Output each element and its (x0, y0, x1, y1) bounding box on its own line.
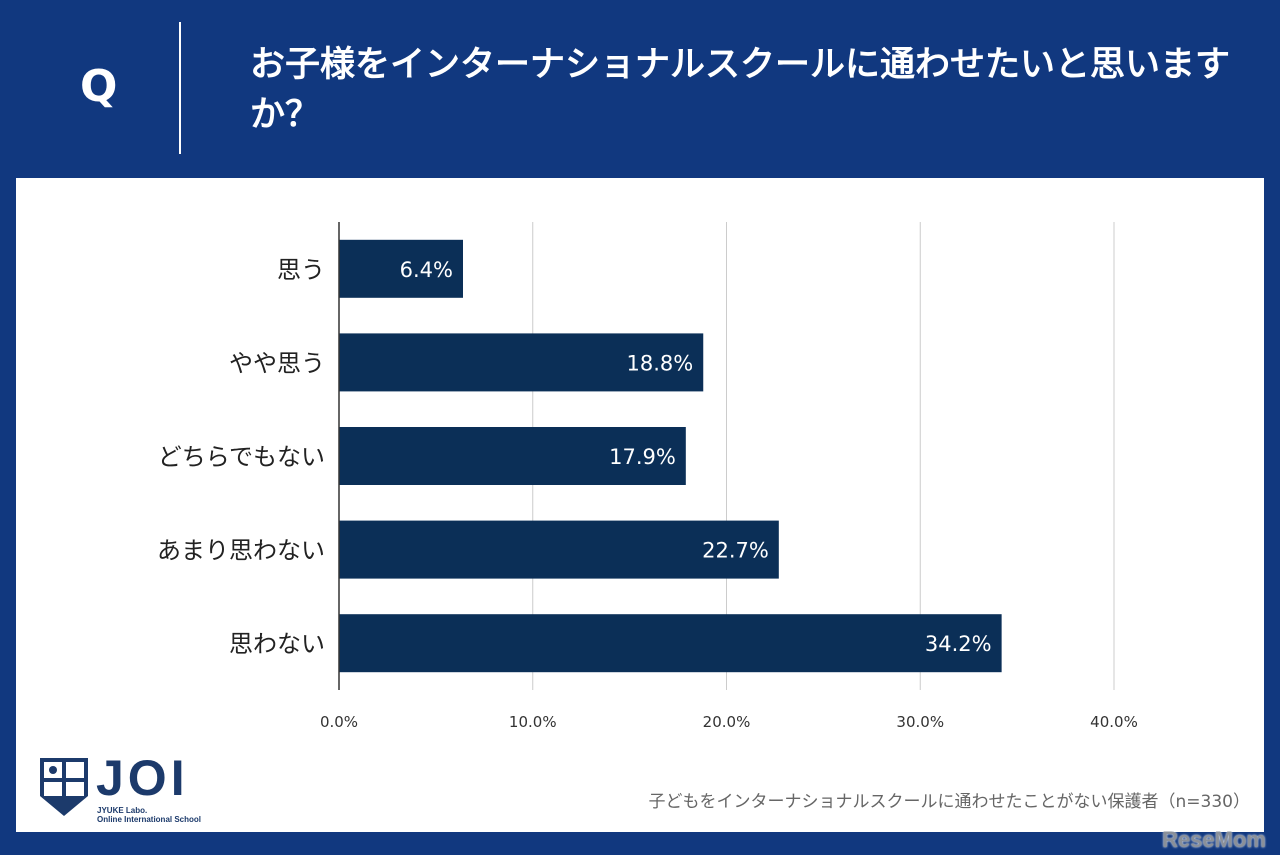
bar (339, 333, 704, 392)
category-label: やや思う (229, 349, 325, 377)
x-tick-label: 20.0% (703, 713, 751, 731)
logo-sub1: JYUKE Labo. (97, 806, 148, 815)
category-label: どちらでもない (158, 443, 325, 471)
bar (339, 614, 1002, 673)
sample-note: 子どもをインターナショナルスクールに通わせたことがない保護者（n=330） (648, 792, 1250, 812)
header-divider (179, 22, 181, 154)
q-label: Q (80, 61, 118, 112)
question-title: お子様をインターナショナルスクールに通わせたいと思いますか？ (250, 45, 1231, 135)
x-tick-label: 30.0% (896, 713, 944, 731)
data-label: 34.2% (925, 632, 992, 656)
category-label: あまり思わない (157, 537, 325, 565)
category-label: 思う (277, 256, 325, 284)
x-tick-label: 40.0% (1090, 713, 1138, 731)
data-label: 22.7% (702, 539, 769, 563)
data-label: 17.9% (609, 445, 676, 469)
x-tick-label: 0.0% (320, 713, 358, 731)
watermark: ReseMom (1162, 827, 1266, 852)
logo-text: JOI (96, 750, 189, 806)
bar (339, 427, 686, 485)
logo-sub2: Online International School (97, 815, 202, 824)
bar (339, 239, 463, 298)
logo-subtitle: JYUKE Labo. Online International School (97, 806, 201, 824)
joi-shield-logo (40, 758, 88, 816)
data-label: 6.4% (400, 258, 453, 282)
data-label: 18.8% (627, 351, 694, 375)
category-label: 思わない (229, 630, 325, 658)
x-tick-label: 10.0% (509, 713, 557, 731)
chart-panel (16, 178, 1264, 832)
bar (339, 520, 779, 579)
